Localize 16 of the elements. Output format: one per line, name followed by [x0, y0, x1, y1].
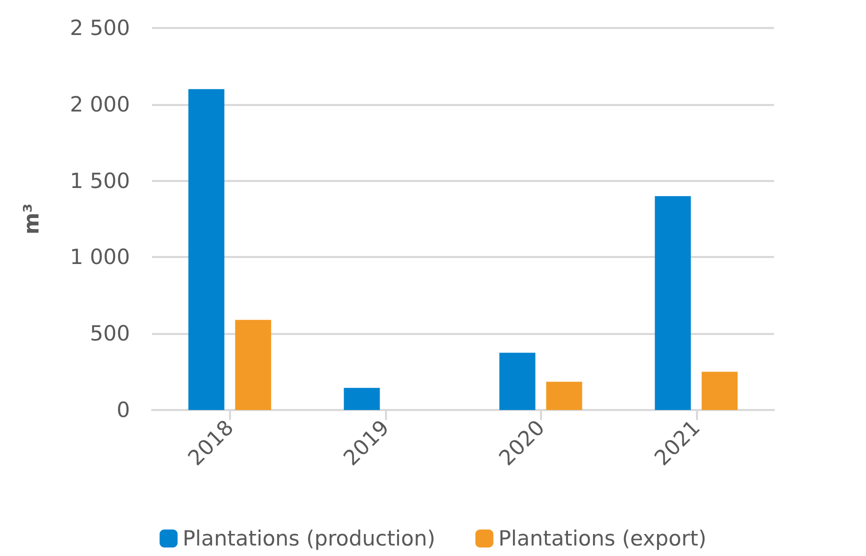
bar	[344, 388, 380, 410]
bar	[499, 352, 536, 410]
y-tick-label: 500	[90, 322, 130, 346]
y-tick-label: 2 000	[70, 92, 130, 116]
bar	[235, 320, 272, 410]
y-tick-label: 1 500	[70, 168, 130, 193]
legend-label: Plantations (production)	[182, 526, 436, 550]
y-tick-label: 1 000	[70, 245, 130, 270]
bar	[546, 382, 582, 410]
bar	[188, 89, 224, 410]
legend-label: Plantations (export)	[498, 526, 706, 550]
bar	[654, 196, 691, 410]
y-axis-title: m³	[20, 203, 44, 235]
bar	[702, 372, 738, 410]
y-tick-label: 0	[116, 398, 130, 422]
y-tick-label: 2 500	[70, 16, 130, 40]
